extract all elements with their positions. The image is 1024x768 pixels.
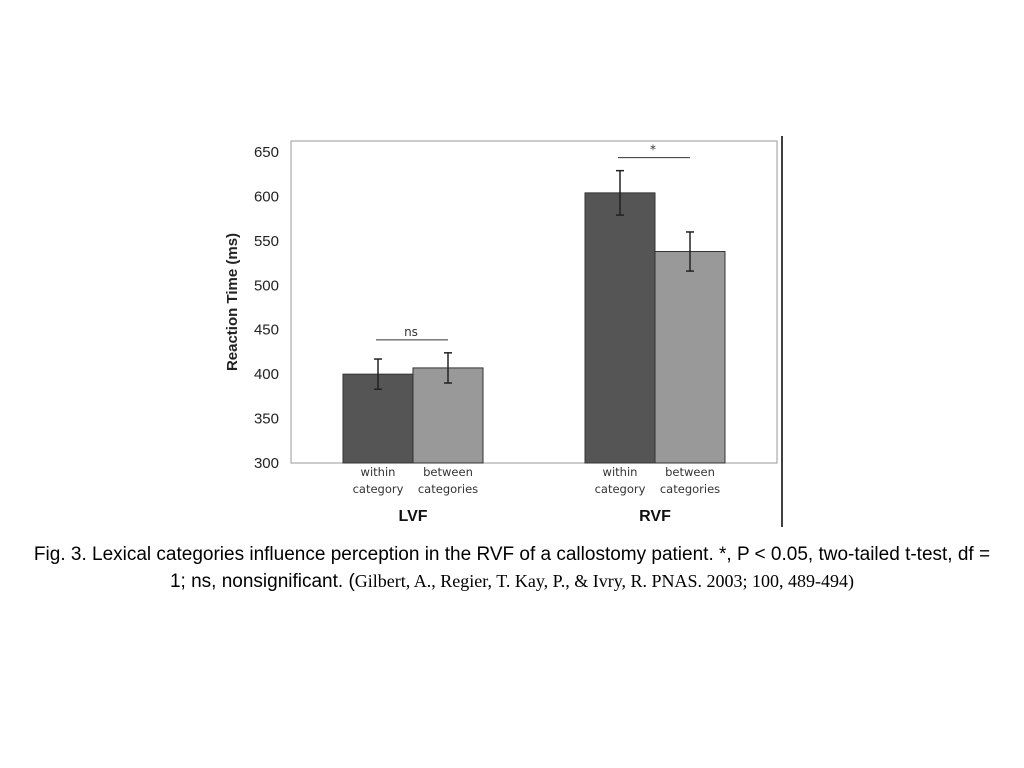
y-ticks: 300 350 400 450 500 550 600 650 [254,144,279,472]
bar [584,192,656,464]
y-tick-label: 550 [254,233,279,250]
y-tick-label: 450 [254,322,279,339]
group-label: LVF [398,508,427,525]
y-tick-label: 600 [254,188,279,205]
y-tick-label: 650 [254,144,279,161]
y-tick-label: 400 [254,366,279,383]
category-labels: within category between categories LVF within… [353,465,721,525]
figure-caption: Fig. 3. Lexical categories influence per… [30,542,994,595]
caption-main: Fig. 3. Lexical categories influence per… [33,544,991,592]
category-label: category [595,482,646,496]
chart: Reaction Time (ms) 300 350 400 450 500 550 600… [224,136,783,527]
category-label: categories [418,482,478,496]
bar [654,251,726,464]
category-label: categories [660,482,720,496]
category-label: between [423,465,473,479]
bars: ns * [342,143,726,464]
category-label: within [361,465,396,479]
group-label: RVF [639,508,671,525]
significance-label: ns [404,325,418,339]
y-axis-label: Reaction Time (ms) [224,233,241,371]
y-tick-label: 350 [254,411,279,428]
category-label: between [665,465,715,479]
plot-frame [290,140,778,464]
y-tick-label: 500 [254,277,279,294]
y-tick-label: 300 [254,455,279,472]
category-label: category [353,482,404,496]
category-label: within [603,465,638,479]
significance-label: * [650,143,656,157]
caption-citation: Gilbert, A., Regier, T. Kay, P., & Ivry,… [354,571,855,591]
